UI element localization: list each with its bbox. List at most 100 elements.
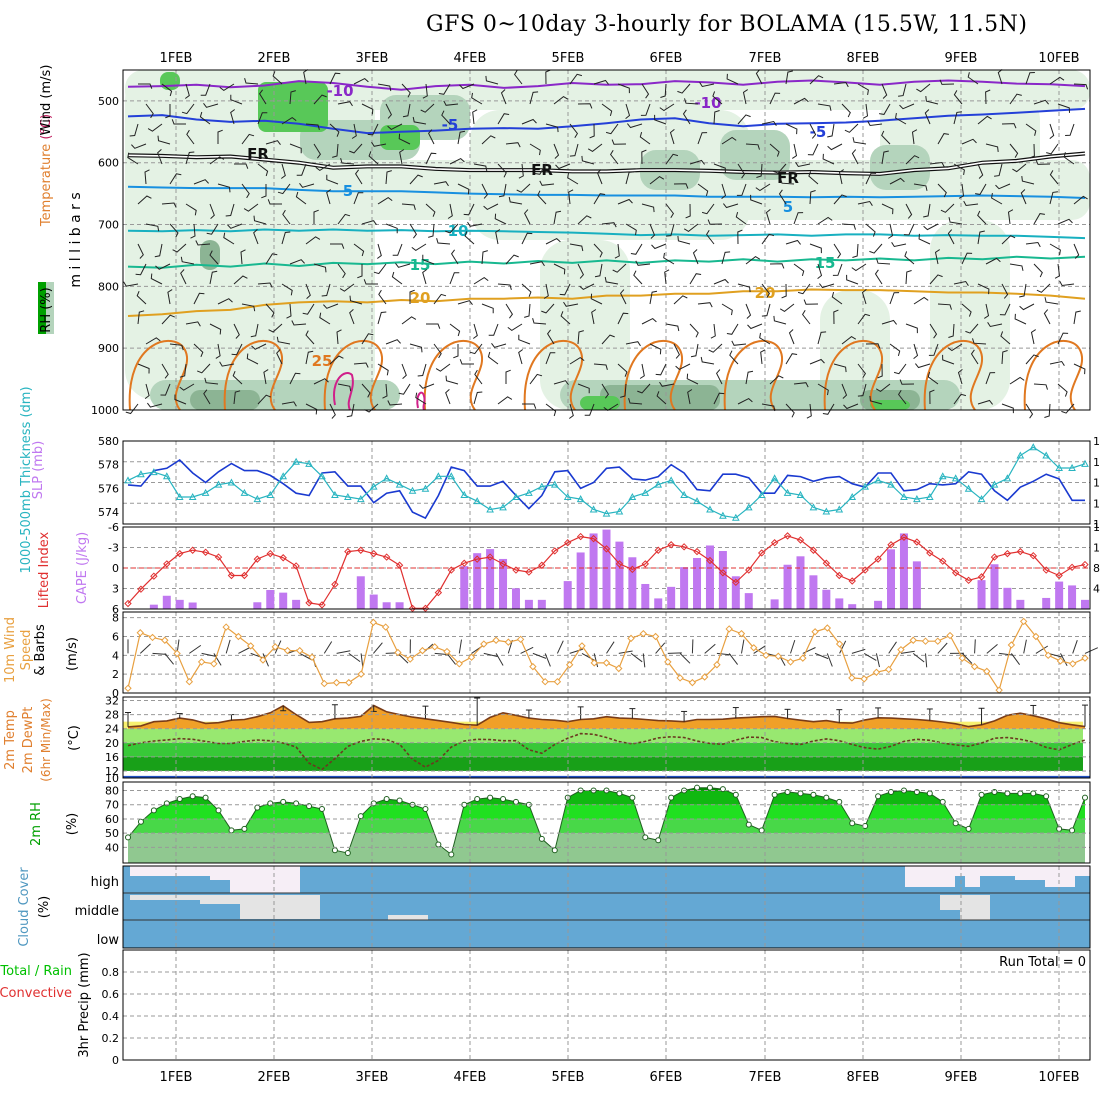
wind-barb	[516, 183, 531, 193]
wind-barb	[267, 199, 282, 205]
wind-barb	[967, 72, 979, 85]
isotherm-25-loop	[423, 340, 483, 411]
wind-barb	[721, 251, 731, 265]
left-tick-label: 800	[98, 280, 119, 293]
temp2m-axis-label-2: 2m DewPt	[21, 707, 36, 774]
wind-barb	[628, 398, 643, 405]
wind-barb	[617, 198, 633, 205]
surface-wind-barb	[704, 643, 716, 654]
rh-point	[435, 841, 442, 848]
cape-bar	[253, 602, 262, 609]
cape-bar	[1081, 599, 1089, 609]
wind-barb	[721, 136, 737, 145]
isotherm-label: 20	[410, 289, 431, 307]
wind-barb	[649, 290, 658, 305]
wind-barb	[401, 316, 417, 325]
rh-point	[487, 794, 494, 801]
wind-barb	[716, 369, 723, 385]
wind-barb	[713, 110, 720, 125]
wind-barb	[947, 229, 955, 245]
slp-point	[537, 482, 546, 490]
wind-barb	[1054, 263, 1061, 279]
left-tick-label: 0	[112, 1054, 119, 1067]
rh-point	[732, 791, 739, 798]
wind-barb	[745, 143, 760, 150]
cape-axis-label: CAPE (J/kg)	[75, 532, 90, 604]
wind-barb	[785, 123, 798, 135]
surface-wind-barb	[556, 640, 564, 654]
wind-barb	[241, 303, 256, 312]
lifted-index-point	[214, 553, 223, 561]
wind-barb	[138, 83, 153, 89]
lifted-index-point	[770, 539, 779, 547]
cape-bar	[1055, 581, 1064, 609]
wind-barb	[659, 381, 675, 387]
wind-barb	[713, 163, 726, 174]
cloud-middle-gap	[940, 895, 990, 920]
wind-barb	[131, 143, 147, 149]
slp-point	[550, 480, 559, 488]
wind-barb	[137, 363, 150, 374]
left-tick-label: 10	[105, 772, 119, 785]
surface-wind-barb	[999, 652, 1014, 656]
wind-barb	[529, 91, 539, 105]
wind-speed-point	[970, 662, 979, 671]
slp-point	[240, 488, 249, 496]
wind-speed-point	[516, 635, 525, 644]
lifted-index-point	[150, 572, 158, 580]
wind-barb	[330, 243, 345, 249]
wind-barb	[581, 155, 595, 165]
surface-wind-barb	[986, 644, 998, 654]
cape-bar	[266, 589, 275, 609]
wind-barb	[761, 120, 777, 126]
wind-barb	[641, 149, 647, 165]
wind-barb	[361, 333, 374, 345]
wind-barb	[161, 314, 175, 325]
wind-barb	[508, 196, 523, 205]
left-tick-label: 16	[105, 751, 119, 764]
wind-speed-point	[1056, 657, 1065, 665]
surface-wind-barb	[544, 653, 551, 667]
lifted-index-point	[654, 546, 662, 554]
cape-bar	[705, 545, 714, 609]
wind-speed-point	[737, 629, 746, 638]
isotherm-label: -5	[810, 123, 827, 141]
wind-barb	[395, 263, 411, 268]
date-label-top: 3FEB	[356, 51, 389, 66]
left-tick-label: 80	[105, 785, 119, 798]
wind-barb	[961, 303, 972, 317]
wind-barb	[875, 383, 891, 393]
surface-wind-barb	[373, 642, 383, 654]
cape-bar	[977, 580, 986, 609]
wind-barb	[689, 323, 699, 338]
slp-point	[1029, 443, 1038, 451]
wind-barb	[1063, 152, 1075, 165]
wind-barb	[1043, 309, 1051, 325]
wind-barb	[1059, 280, 1075, 287]
wind10m-axis-label-3-part: & Barbs	[33, 624, 48, 676]
wind-barb	[1073, 195, 1088, 205]
wind-barb	[560, 311, 571, 325]
left-tick-label: 8	[112, 612, 119, 625]
left-tick-label: 0.8	[102, 966, 120, 979]
wind-barb	[893, 363, 907, 375]
wind-speed-point	[602, 659, 611, 667]
wind-barb	[185, 203, 197, 216]
wind-barb	[532, 318, 547, 325]
surface-wind-barb	[1010, 653, 1021, 665]
wind-barb	[857, 200, 873, 206]
wind-speed-point	[578, 642, 586, 650]
surface-wind-barb	[826, 653, 833, 667]
wind-barb	[577, 263, 584, 279]
cape-bar	[1042, 597, 1051, 609]
cape-bar	[473, 553, 482, 609]
wind-barb	[567, 172, 579, 185]
slp-point	[667, 476, 676, 484]
wind-barb	[927, 371, 939, 385]
wind-barb	[230, 94, 243, 105]
wind-barb	[305, 236, 321, 245]
wind-barb	[1044, 297, 1059, 305]
right-tick-label: 1016	[1093, 435, 1100, 448]
slp-point	[395, 480, 404, 488]
lifted-index-point	[615, 560, 624, 568]
